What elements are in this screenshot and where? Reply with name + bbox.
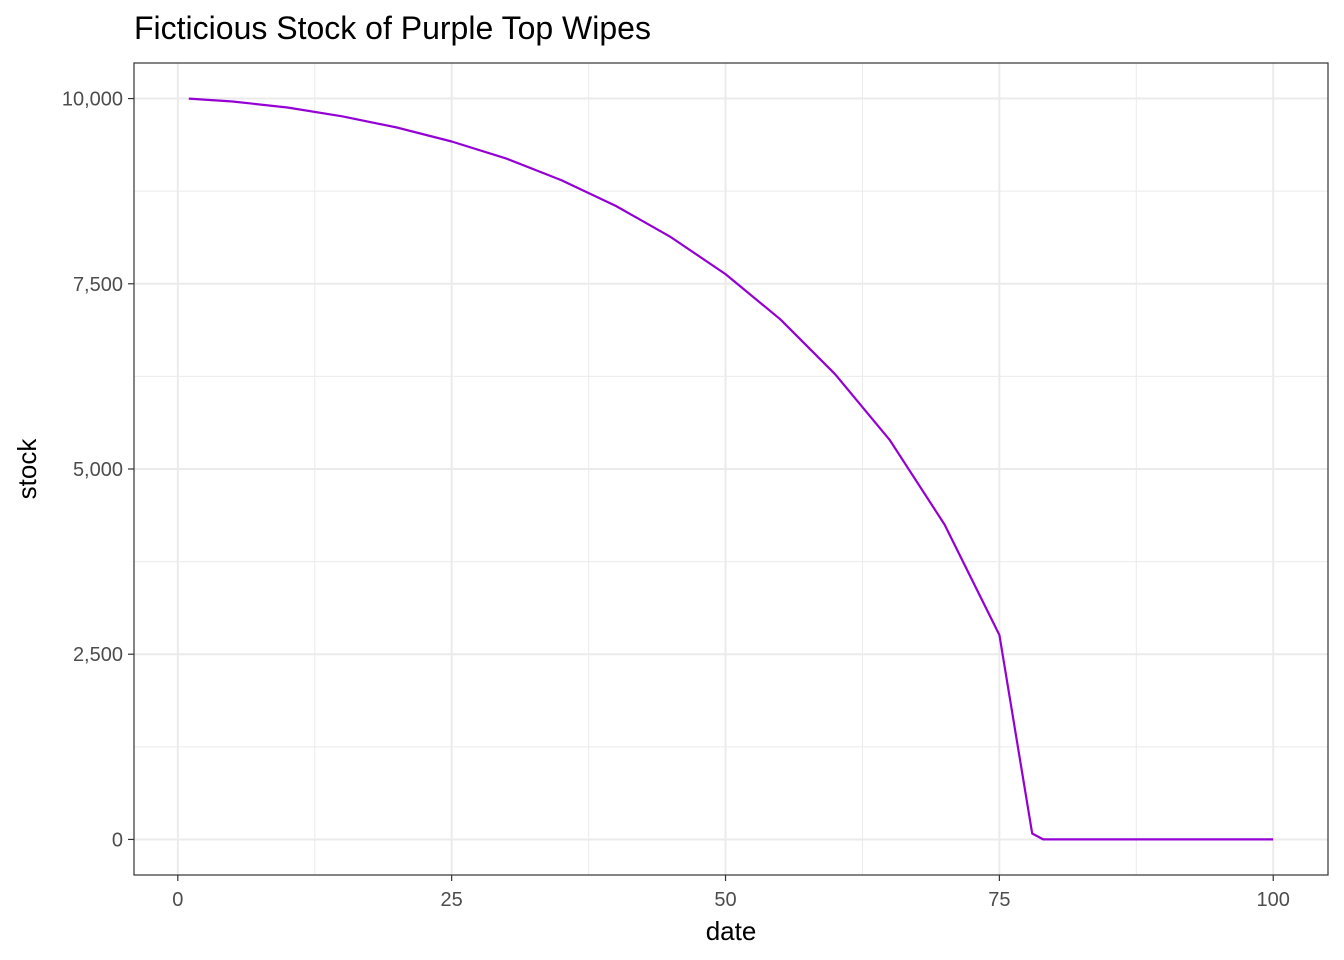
y-tick-label: 7,500: [73, 274, 123, 296]
y-axis: 0 2,500 5,000 7,500 10,000: [62, 89, 134, 851]
x-tick-label: 75: [988, 889, 1010, 911]
y-tick-label: 0: [112, 829, 123, 851]
chart-title: Ficticious Stock of Purple Top Wipes: [134, 10, 651, 46]
series-layer: [188, 97, 1274, 841]
x-axis: 0 25 50 75 100: [172, 875, 1290, 911]
major-gridlines: [134, 63, 1328, 875]
x-tick-label: 0: [172, 889, 183, 911]
y-axis-title: stock: [12, 438, 42, 500]
series-line: [188, 97, 1274, 841]
x-tick-label: 50: [714, 889, 736, 911]
x-axis-title: date: [706, 916, 757, 946]
y-tick-label: 10,000: [62, 89, 123, 111]
y-tick-label: 5,000: [73, 459, 123, 481]
y-tick-label: 2,500: [73, 644, 123, 666]
x-tick-label: 25: [441, 889, 463, 911]
x-tick-label: 100: [1257, 889, 1290, 911]
